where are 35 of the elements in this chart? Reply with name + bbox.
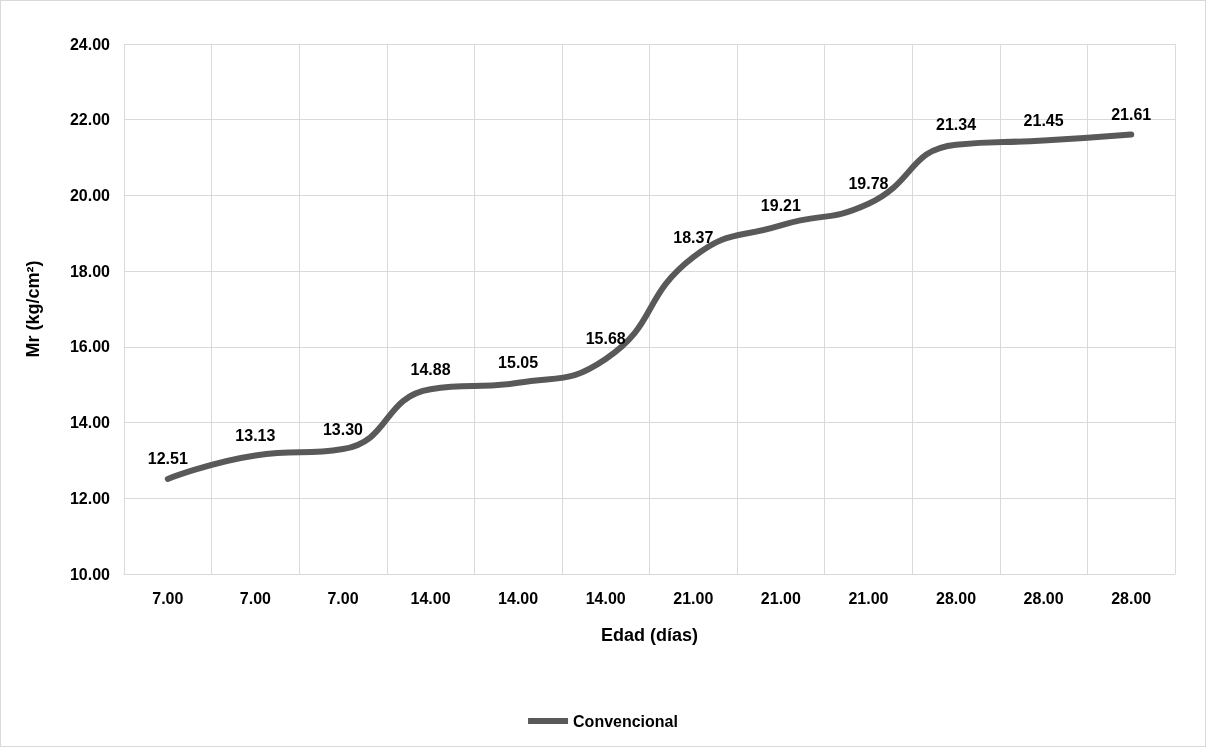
data-label: 13.30 — [322, 420, 364, 438]
y-axis-title: Mr (kg/cm²) — [23, 260, 43, 358]
x-tick-label: 21.00 — [673, 589, 714, 607]
y-tick-label: 18.00 — [69, 262, 111, 280]
x-tick-label: 21.00 — [760, 589, 801, 607]
x-tick-label: 14.00 — [498, 589, 539, 607]
y-tick-label: 16.00 — [69, 338, 111, 356]
data-label: 18.37 — [673, 228, 714, 246]
data-label: 19.21 — [760, 196, 801, 214]
legend-label: Convencional — [573, 712, 678, 730]
y-tick-label: 22.00 — [69, 111, 111, 129]
data-label: 12.51 — [147, 450, 188, 468]
data-label: 15.05 — [498, 354, 539, 372]
data-label: 19.78 — [848, 175, 889, 193]
x-tick-label: 14.00 — [585, 589, 626, 607]
x-tick-label: 7.00 — [327, 589, 359, 607]
x-axis-title: Edad (días) — [600, 625, 699, 645]
data-label: 21.34 — [936, 116, 977, 134]
x-tick-label: 21.00 — [848, 589, 889, 607]
y-tick-label: 14.00 — [69, 414, 111, 432]
y-tick-label: 20.00 — [69, 186, 111, 204]
x-tick-label: 28.00 — [1111, 589, 1152, 607]
y-tick-label: 24.00 — [69, 35, 111, 53]
x-tick-label: 7.00 — [239, 589, 272, 607]
data-label: 15.68 — [585, 330, 626, 348]
y-tick-label: 10.00 — [69, 565, 111, 583]
x-tick-label: 7.00 — [152, 589, 184, 607]
data-label: 14.88 — [410, 360, 451, 378]
x-tick-label: 14.00 — [410, 589, 451, 607]
x-tick-label: 28.00 — [936, 589, 977, 607]
data-label: 21.45 — [1023, 112, 1064, 130]
data-label: 13.13 — [235, 427, 276, 445]
y-tick-label: 12.00 — [69, 489, 111, 507]
x-tick-label: 28.00 — [1023, 589, 1064, 607]
data-label: 21.61 — [1111, 105, 1152, 123]
